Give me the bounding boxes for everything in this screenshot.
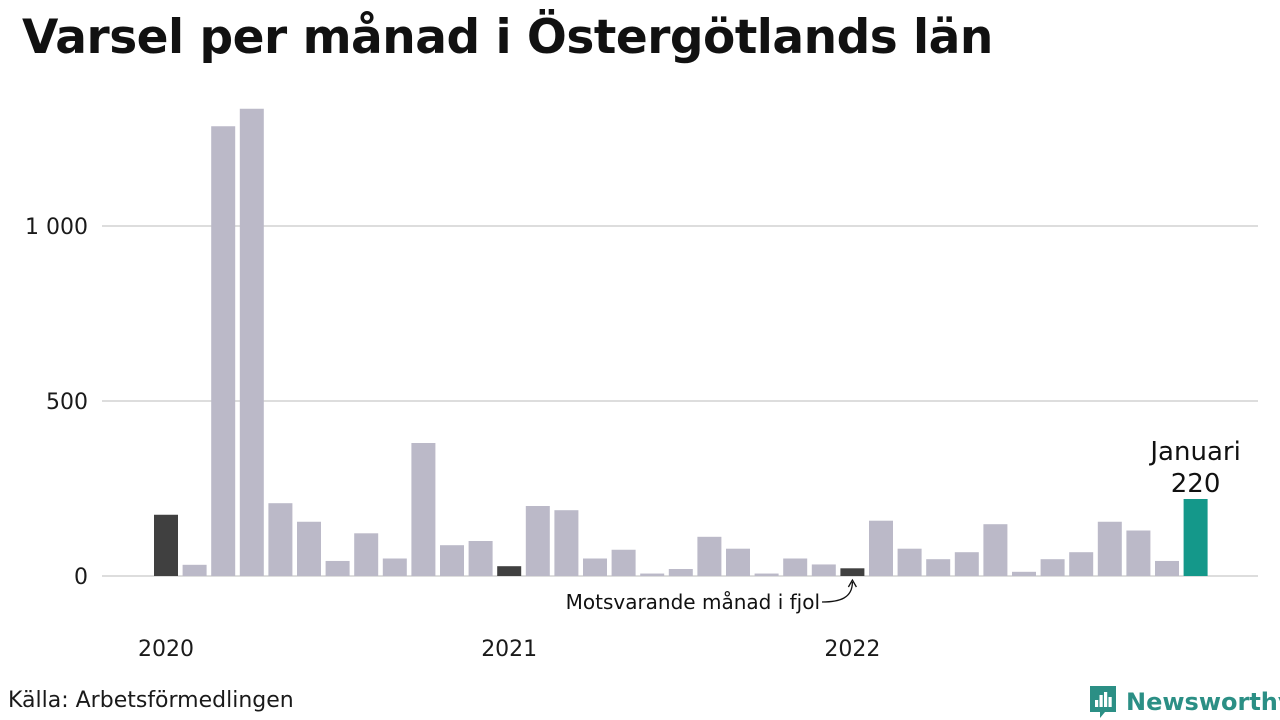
newsworthy-icon <box>1090 686 1116 718</box>
bars <box>154 108 1208 576</box>
bar <box>840 568 865 576</box>
bar <box>983 524 1008 576</box>
bar <box>954 552 979 576</box>
bar-current <box>1183 499 1208 576</box>
bar <box>1012 571 1036 576</box>
bar <box>1040 559 1065 576</box>
bar <box>411 443 436 576</box>
bar <box>611 549 636 576</box>
bar <box>468 541 493 576</box>
bar <box>382 558 407 576</box>
y-tick-label: 500 <box>46 390 88 415</box>
x-tick-label: 2022 <box>824 637 880 662</box>
bar <box>354 533 379 576</box>
bar <box>869 520 893 576</box>
bar <box>583 558 607 576</box>
bar <box>497 566 522 576</box>
bar <box>1097 521 1122 576</box>
annotation-arrow <box>821 581 854 603</box>
bar <box>239 108 264 576</box>
bar <box>297 521 321 576</box>
bar <box>926 559 951 576</box>
y-tick-label: 0 <box>74 565 88 590</box>
bar <box>811 564 836 576</box>
bar <box>640 573 665 576</box>
source-note: Källa: Arbetsförmedlingen <box>8 688 294 713</box>
annotation-text: Motsvarande månad i fjol <box>566 590 820 614</box>
bar <box>726 548 750 576</box>
bar <box>440 545 464 576</box>
bar <box>668 569 693 576</box>
bar <box>182 564 207 576</box>
y-tick-label: 1 000 <box>25 215 88 240</box>
chart-title: Varsel per månad i Östergötlands län <box>22 10 993 65</box>
bar <box>154 514 178 576</box>
bar <box>1155 560 1179 576</box>
y-axis-tick-labels: 0 500 1 000 <box>25 215 88 590</box>
bar <box>697 536 722 576</box>
current-value-label: 220 <box>1171 469 1221 499</box>
brand-logo: Newsworthy <box>1088 684 1280 720</box>
x-tick-label: 2020 <box>138 637 194 662</box>
x-axis-year-labels: 2020 2021 2022 <box>138 637 880 662</box>
bar <box>211 126 236 576</box>
bar <box>525 506 550 576</box>
bar <box>1126 530 1151 576</box>
bar <box>554 510 579 576</box>
bar <box>1069 552 1094 576</box>
current-month-label: Januari <box>1148 437 1240 467</box>
bar <box>897 548 922 576</box>
x-tick-label: 2021 <box>481 637 537 662</box>
annotation-arrowhead <box>847 578 857 588</box>
bar <box>268 503 293 576</box>
bar <box>325 560 350 576</box>
bar <box>754 573 779 576</box>
bar <box>783 558 808 576</box>
brand-name: Newsworthy <box>1126 688 1280 716</box>
